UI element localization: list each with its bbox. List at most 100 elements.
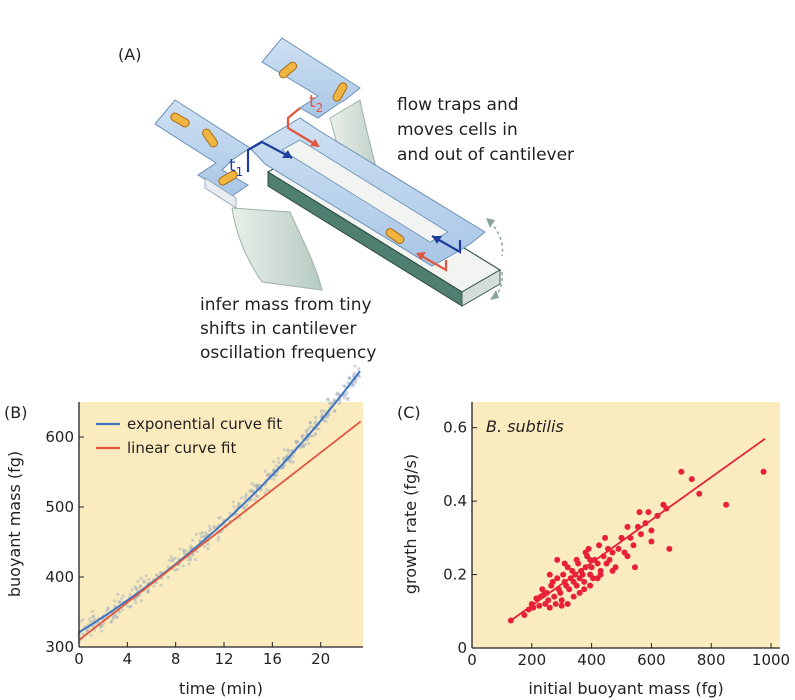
measurement-point xyxy=(257,483,262,487)
t2-label: t2 xyxy=(309,92,323,115)
measurement-point xyxy=(313,433,317,437)
measurement-point xyxy=(256,484,260,488)
measurement-point xyxy=(272,477,276,481)
cell-point xyxy=(605,545,612,552)
chart-c-axes: 0 200 400 600 800 1000 0 0.2 0.4 0.6 xyxy=(443,402,790,669)
measurement-point xyxy=(237,502,241,506)
cell-point xyxy=(582,549,589,556)
x-tick-label: 800 xyxy=(697,651,726,669)
x-tick-label: 20 xyxy=(311,650,330,668)
measurement-point xyxy=(357,367,361,371)
measurement-point xyxy=(185,549,189,553)
cell xyxy=(170,112,190,128)
cell xyxy=(278,61,298,79)
chart-b-xlabel: time (min) xyxy=(179,679,263,698)
measurement-point xyxy=(182,551,187,555)
measurement-point xyxy=(327,412,331,416)
measurement-point xyxy=(130,588,134,592)
cell-point xyxy=(582,564,589,571)
chart-c-xlabel: initial buoyant mass (fg) xyxy=(528,679,723,698)
cell-point xyxy=(554,575,561,582)
measurement-point xyxy=(288,457,293,461)
measurement-point xyxy=(347,376,351,380)
measurement-point xyxy=(212,525,216,530)
measurement-point xyxy=(206,542,210,546)
y-tick-label: 400 xyxy=(45,568,74,586)
cell-point xyxy=(560,571,567,578)
cell-point xyxy=(579,571,586,578)
measurement-point xyxy=(248,489,252,493)
measurement-point xyxy=(182,549,186,553)
measurement-point xyxy=(242,505,246,510)
measurement-point xyxy=(343,384,347,388)
measurement-point xyxy=(121,594,126,598)
measurement-point xyxy=(152,584,156,588)
annotation-top: flow traps and moves cells in and out of… xyxy=(397,95,574,165)
measurement-point xyxy=(191,553,195,557)
cell-point xyxy=(551,593,558,600)
measurement-point xyxy=(332,397,336,402)
chart-c-annotation: B. subtilis xyxy=(486,417,564,436)
measurement-point xyxy=(206,546,210,551)
measurement-point xyxy=(207,524,211,528)
measurement-point xyxy=(244,493,248,497)
cell-point xyxy=(507,617,514,624)
measurement-point xyxy=(301,434,305,438)
measurement-point xyxy=(296,439,300,444)
measurement-point xyxy=(243,494,248,499)
measurement-point xyxy=(320,413,324,417)
cell-point xyxy=(760,468,767,475)
measurement-point xyxy=(249,489,253,493)
measurement-point xyxy=(348,377,352,381)
measurement-point xyxy=(146,590,150,594)
measurement-point xyxy=(173,556,177,560)
measurement-point xyxy=(146,590,150,594)
measurement-point xyxy=(265,487,269,492)
measurement-point xyxy=(204,534,208,538)
measurement-point xyxy=(154,573,159,577)
measurement-point xyxy=(109,620,113,624)
measurement-point xyxy=(303,442,307,447)
cell-point xyxy=(573,556,580,563)
cell-point xyxy=(615,545,622,552)
measurement-point xyxy=(255,485,259,489)
measurement-point xyxy=(253,484,257,488)
measurement-point xyxy=(106,606,110,610)
cell-point xyxy=(545,597,552,604)
measurement-point xyxy=(327,401,332,405)
measurement-point xyxy=(337,401,342,405)
measurement-point xyxy=(89,633,93,637)
measurement-point xyxy=(198,539,202,543)
x-tick-label: 8 xyxy=(171,650,181,668)
cell-point xyxy=(576,589,583,596)
measurement-point xyxy=(99,625,103,629)
cell-point xyxy=(554,556,561,563)
measurement-point xyxy=(307,441,311,445)
measurement-point xyxy=(199,531,203,536)
measurement-point xyxy=(280,466,284,470)
measurement-point xyxy=(204,531,208,535)
measurement-point xyxy=(120,608,125,612)
measurement-point xyxy=(160,576,164,580)
measurement-point xyxy=(282,456,286,460)
cell-point xyxy=(600,553,607,560)
measurement-point xyxy=(90,609,94,614)
measurement-point xyxy=(187,558,191,562)
cell-point xyxy=(654,512,661,519)
measurement-point xyxy=(187,562,191,566)
measurement-point xyxy=(216,538,220,542)
measurement-point xyxy=(136,579,140,583)
measurement-point xyxy=(138,585,142,589)
measurement-point xyxy=(253,498,258,502)
cell-point xyxy=(636,509,643,516)
measurement-point xyxy=(128,592,132,597)
measurement-point xyxy=(191,538,195,542)
cell-point xyxy=(624,553,631,560)
measurement-point xyxy=(189,544,193,548)
measurement-point xyxy=(249,497,254,502)
measurement-point xyxy=(274,464,278,468)
measurement-point xyxy=(299,446,303,450)
cell-point xyxy=(696,490,703,497)
cell-point xyxy=(533,595,540,602)
measurement-point xyxy=(195,549,199,554)
